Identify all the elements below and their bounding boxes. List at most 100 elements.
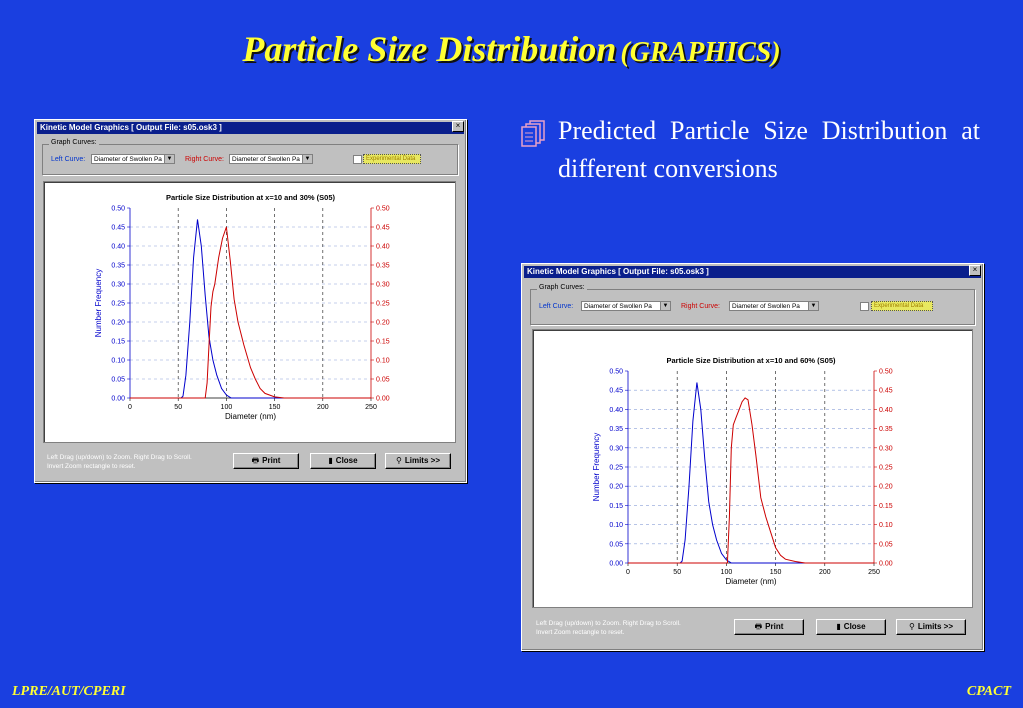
y-tick-label-right: 0.50 bbox=[376, 206, 390, 213]
print-button[interactable]: 🖶 Print bbox=[233, 453, 299, 469]
slide-title-main: Particle Size Distribution bbox=[242, 29, 617, 69]
series-line-right bbox=[130, 226, 371, 399]
x-tick-label: 100 bbox=[721, 569, 733, 576]
zoom-hint-line2: Invert Zoom rectangle to reset. bbox=[536, 629, 625, 636]
y-tick-label-left: 0.50 bbox=[609, 369, 623, 376]
y-tick-label-left: 0.20 bbox=[111, 320, 125, 327]
left-curve-label: Left Curve: bbox=[539, 303, 574, 310]
limits-button[interactable]: ⚲ Limits >> bbox=[385, 453, 451, 469]
window-close-icon[interactable]: × bbox=[969, 265, 981, 276]
psd-chart-2[interactable]: Particle Size Distribution at x=10 and 6… bbox=[533, 330, 972, 607]
chevron-down-icon[interactable]: ▼ bbox=[660, 302, 670, 310]
chevron-down-icon[interactable]: ▼ bbox=[302, 155, 312, 163]
window-close-icon[interactable]: × bbox=[452, 121, 464, 132]
y-tick-label-left: 0.15 bbox=[111, 339, 125, 346]
y-tick-label-left: 0.20 bbox=[609, 484, 623, 491]
y-tick-label-left: 0.00 bbox=[111, 396, 125, 403]
y-tick-label-left: 0.10 bbox=[111, 358, 125, 365]
y-tick-label-right: 0.40 bbox=[376, 244, 390, 251]
print-button[interactable]: 🖶 Print bbox=[734, 619, 804, 635]
y-tick-label-left: 0.35 bbox=[111, 263, 125, 270]
left-curve-label: Left Curve: bbox=[51, 156, 86, 163]
y-tick-label-left: 0.05 bbox=[111, 377, 125, 384]
y-tick-label-left: 0.15 bbox=[609, 503, 623, 510]
x-tick-label: 200 bbox=[317, 404, 329, 411]
experimental-data-label[interactable]: Experimental Data bbox=[363, 154, 421, 164]
magnifier-icon: ⚲ bbox=[396, 456, 402, 465]
printer-icon: 🖶 bbox=[754, 622, 763, 631]
x-tick-label: 100 bbox=[221, 404, 233, 411]
close-button[interactable]: ▮ Close bbox=[310, 453, 376, 469]
x-axis-label: Diameter (nm) bbox=[225, 412, 276, 421]
left-curve-select[interactable]: Diameter of Swollen Pa ▼ bbox=[91, 154, 175, 164]
y-tick-label-right: 0.45 bbox=[879, 388, 893, 395]
y-tick-label-left: 0.40 bbox=[609, 407, 623, 414]
y-tick-label-left: 0.45 bbox=[111, 225, 125, 232]
zoom-hint-line1: Left Drag (up/down) to Zoom. Right Drag … bbox=[536, 620, 681, 627]
x-axis-label: Diameter (nm) bbox=[725, 577, 776, 586]
print-label: Print bbox=[765, 622, 784, 631]
y-tick-label-left: 0.30 bbox=[111, 282, 125, 289]
x-tick-label: 200 bbox=[819, 569, 831, 576]
zoom-hint-line1: Left Drag (up/down) to Zoom. Right Drag … bbox=[47, 454, 192, 461]
graph-curves-label: Graph Curves: bbox=[49, 139, 99, 146]
plot-panel[interactable]: Particle Size Distribution at x=10 and 3… bbox=[43, 181, 456, 443]
y-tick-label-right: 0.05 bbox=[376, 377, 390, 384]
window-titlebar[interactable]: Kinetic Model Graphics [ Output File: s0… bbox=[524, 266, 981, 278]
window-titlebar[interactable]: Kinetic Model Graphics [ Output File: s0… bbox=[37, 122, 464, 134]
chevron-down-icon[interactable]: ▼ bbox=[164, 155, 174, 163]
limits-label: Limits >> bbox=[917, 622, 953, 631]
psd-chart-1[interactable]: Particle Size Distribution at x=10 and 3… bbox=[44, 182, 455, 442]
chart-title: Particle Size Distribution at x=10 and 6… bbox=[666, 356, 836, 365]
document-stack-icon bbox=[521, 120, 545, 147]
bullet-text: Predicted Particle Size Distribution at … bbox=[558, 116, 980, 183]
y-tick-label-right: 0.30 bbox=[879, 445, 893, 452]
right-curve-label: Right Curve: bbox=[185, 156, 224, 163]
right-curve-select[interactable]: Diameter of Swollen Pa ▼ bbox=[229, 154, 313, 164]
zoom-hint: Left Drag (up/down) to Zoom. Right Drag … bbox=[47, 453, 192, 471]
door-icon: ▮ bbox=[836, 622, 841, 631]
left-curve-value: Diameter of Swollen Pa bbox=[94, 156, 162, 163]
chevron-down-icon[interactable]: ▼ bbox=[808, 302, 818, 310]
zoom-hint-line2: Invert Zoom rectangle to reset. bbox=[47, 463, 136, 470]
x-tick-label: 0 bbox=[128, 404, 132, 411]
y-tick-label-right: 0.35 bbox=[376, 263, 390, 270]
experimental-data-checkbox[interactable] bbox=[353, 155, 362, 164]
y-tick-label-right: 0.05 bbox=[879, 541, 893, 548]
y-tick-label-right: 0.35 bbox=[879, 426, 893, 433]
close-label: Close bbox=[335, 456, 358, 465]
y-tick-label-left: 0.25 bbox=[609, 465, 623, 472]
y-tick-label-left: 0.25 bbox=[111, 301, 125, 308]
y-tick-label-right: 0.40 bbox=[879, 407, 893, 414]
y-tick-label-left: 0.10 bbox=[609, 522, 623, 529]
slide-title: Particle Size Distribution (GRAPHICS) bbox=[0, 28, 1023, 70]
limits-label: Limits >> bbox=[404, 456, 440, 465]
x-tick-label: 250 bbox=[365, 404, 377, 411]
kinetic-graphics-window-2: Kinetic Model Graphics [ Output File: s0… bbox=[521, 263, 984, 651]
y-tick-label-left: 0.35 bbox=[609, 426, 623, 433]
limits-button[interactable]: ⚲ Limits >> bbox=[896, 619, 966, 635]
kinetic-graphics-window-1: Kinetic Model Graphics [ Output File: s0… bbox=[34, 119, 467, 483]
close-label: Close bbox=[843, 622, 866, 631]
experimental-data-checkbox[interactable] bbox=[860, 302, 869, 311]
series-line-left bbox=[130, 219, 371, 399]
left-curve-select[interactable]: Diameter of Swollen Pa ▼ bbox=[581, 301, 671, 311]
right-curve-select[interactable]: Diameter of Swollen Pa ▼ bbox=[729, 301, 819, 311]
x-tick-label: 250 bbox=[868, 569, 880, 576]
y-axis-label: Number Frequency bbox=[592, 433, 601, 501]
door-icon: ▮ bbox=[328, 456, 333, 465]
x-tick-label: 150 bbox=[770, 569, 782, 576]
right-curve-value: Diameter of Swollen Pa bbox=[732, 303, 800, 310]
y-tick-label-right: 0.25 bbox=[879, 465, 893, 472]
plot-panel[interactable]: Particle Size Distribution at x=10 and 6… bbox=[532, 329, 973, 608]
y-tick-label-right: 0.45 bbox=[376, 225, 390, 232]
y-tick-label-right: 0.00 bbox=[376, 396, 390, 403]
experimental-data-label[interactable]: Experimental Data bbox=[871, 301, 933, 311]
x-tick-label: 50 bbox=[673, 569, 681, 576]
left-curve-value: Diameter of Swollen Pa bbox=[584, 303, 652, 310]
close-button[interactable]: ▮ Close bbox=[816, 619, 886, 635]
series-line-right bbox=[628, 397, 874, 564]
y-tick-label-left: 0.50 bbox=[111, 206, 125, 213]
x-tick-label: 0 bbox=[626, 569, 630, 576]
y-tick-label-right: 0.20 bbox=[879, 484, 893, 491]
